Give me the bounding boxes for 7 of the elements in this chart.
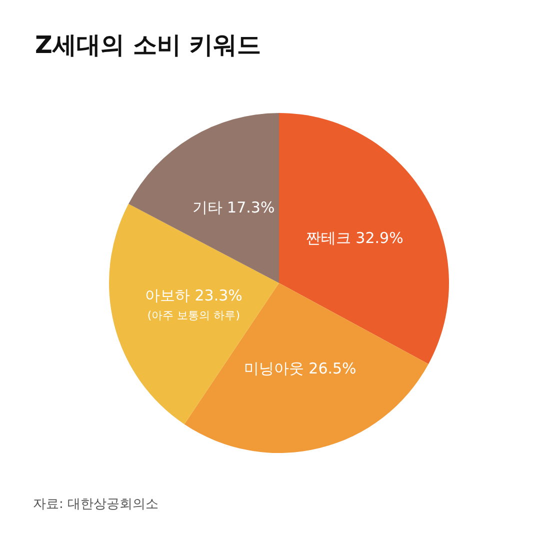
slice-label: 아보하 23.3% [144, 286, 242, 305]
text: (아주 보통의 하루) [147, 309, 240, 322]
chart-title: Z세대의 소비 키워드 [35, 31, 262, 59]
slice-label: 기타 17.3% [192, 198, 275, 217]
slice-label: 짠테크 32.9% [306, 228, 404, 247]
slice-label: 미닝아웃 26.5% [244, 359, 356, 378]
text: 자료: 대한상공회의소 [33, 497, 159, 512]
